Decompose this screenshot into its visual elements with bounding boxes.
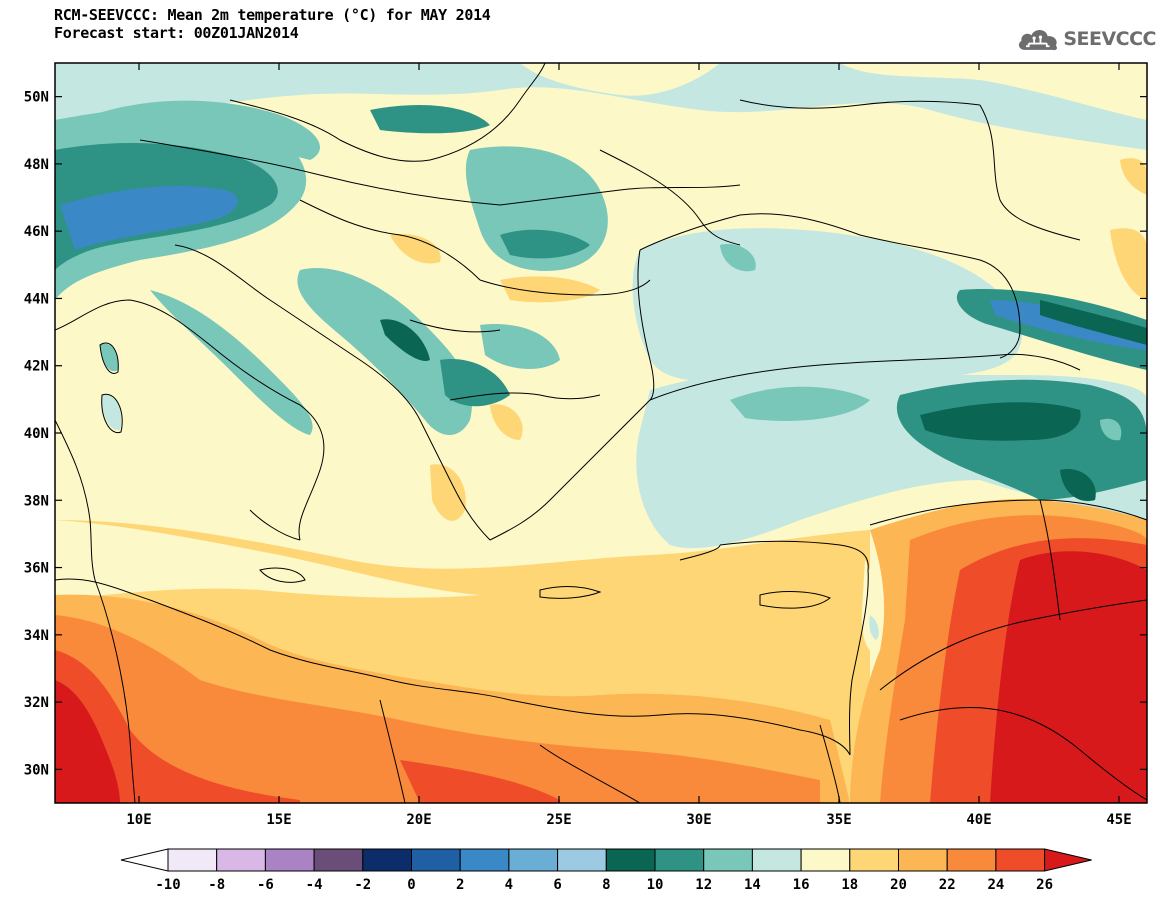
map-title: RCM-SEEVCCC: Mean 2m temperature (°C) fo… [54, 6, 491, 42]
colorbar-label: 6 [553, 877, 561, 893]
colorbar-swatch [459, 848, 510, 872]
colorbar-swatch [362, 848, 412, 872]
colorbar-label: 18 [841, 877, 858, 893]
colorbar-swatch [411, 848, 461, 872]
colorbar-label: 4 [505, 877, 513, 893]
colorbar-swatch [313, 848, 364, 872]
lon-tick-label: 30E [686, 812, 711, 828]
colorbar-swatch [264, 848, 315, 872]
colorbar-label: 26 [1036, 877, 1053, 893]
lat-tick-label: 48N [24, 157, 49, 173]
lat-tick-label: 32N [24, 695, 49, 711]
colorbar-label: -4 [306, 877, 323, 893]
lat-tick-label: 38N [24, 493, 49, 509]
colorbar-label: 22 [939, 877, 956, 893]
coastlines [55, 63, 1147, 803]
colorbar-label: 10 [647, 877, 664, 893]
lon-tick-label: 20E [406, 812, 431, 828]
lon-tick-label: 15E [266, 812, 291, 828]
temperature-field [55, 63, 1147, 803]
lat-tick-label: 40N [24, 426, 49, 442]
logo-text: SEEVCCC [1063, 28, 1156, 50]
lon-tick-label: 40E [966, 812, 991, 828]
lat-tick-label: 30N [24, 762, 49, 778]
lon-tick-label: 25E [546, 812, 571, 828]
lon-tick-label: 35E [826, 812, 851, 828]
colorbar-label: 0 [407, 877, 415, 893]
lat-tick-label: 50N [24, 90, 49, 106]
cloud-icon [1018, 30, 1057, 51]
longitude-axis: 10E 15E 20E 25E 30E 35E 40E 45E [126, 63, 1132, 828]
lat-tick-label: 42N [24, 359, 49, 375]
colorbar-label: -8 [208, 877, 225, 893]
colorbar-swatch [898, 848, 948, 872]
colorbar-label: -2 [354, 877, 371, 893]
lat-tick-label: 34N [24, 628, 49, 644]
colorbar-swatch [751, 848, 802, 872]
colorbar-swatch [703, 848, 753, 872]
title-line-1: RCM-SEEVCCC: Mean 2m temperature (°C) fo… [54, 6, 491, 24]
colorbar-swatch [946, 848, 997, 872]
colorbar-swatch [849, 848, 899, 872]
lat-tick-label: 46N [24, 224, 49, 240]
colorbar-label: 14 [744, 877, 761, 893]
colorbar-swatch [605, 848, 656, 872]
colorbar-low-arrow [120, 848, 169, 872]
latitude-axis: 30N 32N 34N 36N 38N 40N 42N 44N 46N 48N 50N [24, 90, 1147, 778]
colorbar-swatch [508, 848, 559, 872]
colorbar-swatch [557, 848, 607, 872]
colorbar-label: 8 [602, 877, 610, 893]
colorbar-label: 20 [890, 877, 907, 893]
lon-tick-label: 10E [126, 812, 151, 828]
colorbar-high-arrow [1044, 848, 1092, 872]
lat-tick-label: 36N [24, 561, 49, 577]
lon-tick-label: 45E [1106, 812, 1131, 828]
colorbar-swatch [995, 848, 1046, 872]
colorbar-label: -6 [257, 877, 274, 893]
colorbar-swatch [800, 848, 851, 872]
colorbar-swatch [216, 848, 266, 872]
colorbar-label: 12 [695, 877, 712, 893]
colorbar: -10 -8 -6 -4 -2 0 2 4 6 8 10 12 14 16 18 20 22 24 26 [120, 848, 1092, 893]
colorbar-swatch [167, 848, 218, 872]
colorbar-label: -10 [155, 877, 180, 893]
lat-tick-label: 44N [24, 291, 49, 307]
colorbar-label: 16 [793, 877, 810, 893]
seevccc-logo: SEEVCCC [1016, 24, 1156, 54]
title-line-2: Forecast start: 00Z01JAN2014 [54, 24, 299, 42]
colorbar-label: 24 [987, 877, 1004, 893]
colorbar-swatch [654, 848, 705, 872]
colorbar-label: 2 [456, 877, 464, 893]
